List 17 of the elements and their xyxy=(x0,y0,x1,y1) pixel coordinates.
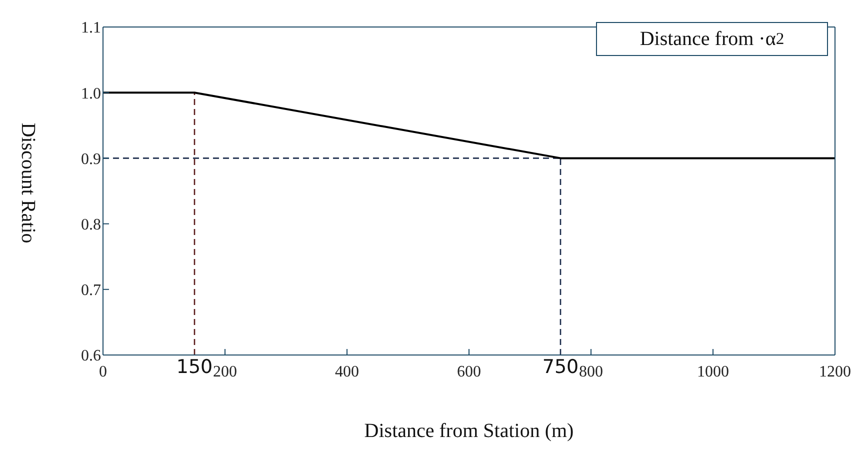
x-tick-label: 200 xyxy=(213,363,237,380)
y-tick-label: 1.0 xyxy=(81,85,101,102)
x-tick-label: 600 xyxy=(457,363,481,380)
y-tick-label: 1.1 xyxy=(81,20,101,37)
ref-line-label: 750 xyxy=(542,356,579,378)
y-tick-label: 0.7 xyxy=(81,282,101,300)
ref-line-label: 150 xyxy=(176,356,213,378)
x-tick-label: 1000 xyxy=(697,363,729,380)
x-tick-label: 400 xyxy=(335,363,359,380)
x-axis-title: Distance from Station (m) xyxy=(364,420,574,442)
y-axis-title: Discount Ratio xyxy=(16,122,40,246)
x-tick-label: 800 xyxy=(579,363,603,380)
y-tick-label: 0.6 xyxy=(81,348,101,365)
x-tick-label: 0 xyxy=(99,363,107,380)
x-tick-label: 1200 xyxy=(819,363,851,380)
y-tick-label: 0.9 xyxy=(81,150,101,168)
y-tick-label: 0.8 xyxy=(81,216,101,234)
